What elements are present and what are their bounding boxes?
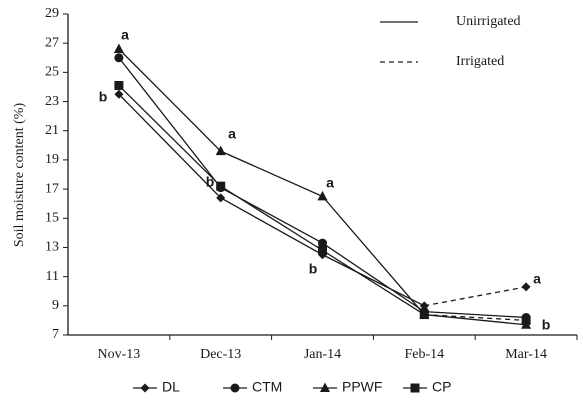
series-line bbox=[118, 57, 527, 319]
marker bbox=[318, 238, 327, 248]
annotation: a bbox=[121, 27, 129, 43]
x-tick-label: Nov-13 bbox=[98, 347, 141, 362]
series-line bbox=[424, 286, 527, 307]
annotation: a bbox=[228, 126, 236, 142]
x-tick-label: Mar-14 bbox=[505, 347, 547, 362]
y-tick-label: 11 bbox=[46, 269, 59, 284]
marker bbox=[410, 383, 420, 393]
marker bbox=[317, 190, 328, 201]
y-tick-label: 29 bbox=[45, 6, 59, 21]
y-tick-label: 17 bbox=[45, 181, 59, 196]
y-tick-label: 9 bbox=[52, 298, 59, 313]
marker bbox=[114, 53, 124, 63]
y-tick-label: 13 bbox=[45, 240, 59, 255]
marker bbox=[318, 245, 327, 255]
annotation: a bbox=[533, 271, 541, 287]
legend-label: CP bbox=[432, 379, 451, 395]
marker bbox=[521, 282, 531, 292]
series-line bbox=[424, 313, 527, 322]
marker bbox=[113, 43, 124, 54]
marker bbox=[320, 382, 330, 392]
x-tick-label: Jan-14 bbox=[304, 347, 341, 362]
series-line bbox=[118, 85, 425, 316]
legend-label: Unirrigated bbox=[456, 14, 521, 29]
y-tick-label: 25 bbox=[45, 65, 59, 80]
y-tick-label: 19 bbox=[45, 152, 59, 167]
marker bbox=[216, 181, 226, 191]
x-tick-label: Dec-13 bbox=[200, 347, 241, 362]
series-line bbox=[118, 93, 425, 307]
marker bbox=[521, 315, 531, 325]
marker bbox=[140, 383, 150, 393]
series-line bbox=[118, 48, 527, 326]
legend-label: DL bbox=[162, 379, 180, 395]
annotation: b bbox=[99, 89, 108, 105]
marker bbox=[419, 310, 429, 320]
y-tick-label: 27 bbox=[45, 35, 59, 50]
annotation: b bbox=[309, 261, 318, 277]
marker bbox=[216, 193, 226, 203]
legend-label: PPWF bbox=[342, 379, 382, 395]
y-tick-label: 21 bbox=[45, 123, 59, 138]
marker bbox=[114, 89, 124, 99]
y-tick-label: 15 bbox=[45, 210, 59, 225]
y-axis-label: Soil moisture content (%) bbox=[12, 103, 27, 248]
annotation: b bbox=[542, 317, 551, 333]
legend-label: Irrigated bbox=[456, 54, 504, 69]
y-tick-label: 7 bbox=[52, 327, 59, 342]
marker bbox=[230, 383, 240, 393]
marker bbox=[215, 145, 226, 156]
y-tick-label: 23 bbox=[45, 94, 59, 109]
legend-label: CTM bbox=[252, 379, 282, 395]
annotation: b bbox=[206, 174, 215, 190]
marker bbox=[114, 80, 124, 90]
annotation: a bbox=[326, 175, 334, 191]
x-tick-label: Feb-14 bbox=[404, 347, 444, 362]
